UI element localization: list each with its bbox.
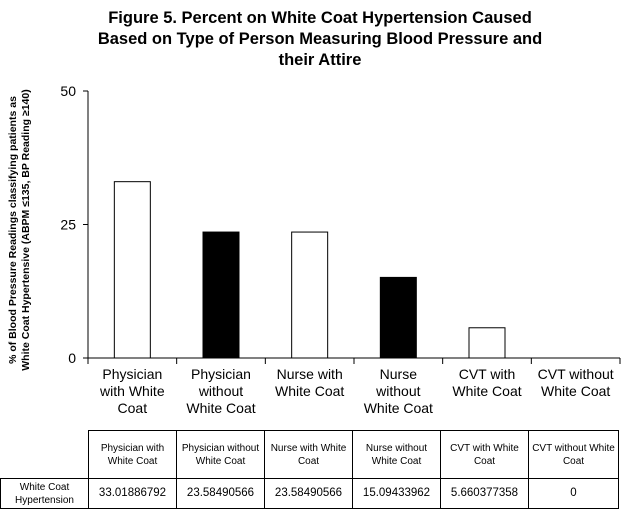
x-tick-label-line: CVT with [459,366,516,382]
x-tick-label: CVT with White Coat [452,366,521,399]
bar [291,231,329,359]
y-tick-label: 25 [60,217,76,233]
bar [113,181,151,359]
x-tick-label-line: Physician [191,366,251,382]
chart-title-line: their Attire [278,51,362,69]
table-cell: 23.58490566 [176,478,265,509]
x-tick-label-line: without [375,383,420,399]
x-tick-label-line: Nurse with [277,366,343,382]
x-tick-label-line: White Coat [364,400,433,416]
chart-title-line: Figure 5. Percent on White Coat Hyperten… [108,9,532,27]
table-header: CVT with White Coat [440,430,529,479]
table-header: Nurse with White Coat [264,430,353,479]
x-tick-label-line: White Coat [541,383,610,399]
table-cell: 0 [528,478,619,509]
x-tick-label: Physician with White Coat [99,366,165,416]
x-tick-label-line: White Coat [275,383,344,399]
table-header: Nurse without White Coat [352,430,441,479]
table-header: Physician without White Coat [176,430,265,479]
x-tick-label-line: Physician [102,366,162,382]
x-tick-label-line: CVT without [538,366,614,382]
table-header: CVT without White Coat [528,430,619,479]
x-tick-label: Physician without White Coat [186,366,255,416]
x-tick-label-line: White Coat [452,383,521,399]
x-tick-label-line: without [198,383,243,399]
y-tick-label: 50 [60,83,76,99]
bar [379,276,417,359]
x-tick-label-line: Coat [118,400,148,416]
x-tick-label: CVT without White Coat [538,366,614,399]
x-tick-label: Nurse without White Coat [364,366,433,416]
table-row: White Coat Hypertension 33.01886792 23.5… [0,478,619,509]
table-cell: 5.660377358 [440,478,529,509]
data-table: Physician with White Coat Physician with… [0,430,619,509]
table-cell: 23.58490566 [264,478,353,509]
chart-title: Figure 5. Percent on White Coat Hyperten… [40,8,600,71]
bar [202,231,240,359]
table-cell: 15.09433962 [352,478,441,509]
chart-title-line: Based on Type of Person Measuring Blood … [97,30,543,48]
table-header-row: Physician with White Coat Physician with… [0,430,619,479]
table-header: Physician with White Coat [88,430,177,479]
y-tick-label: 0 [68,350,76,366]
bar [468,327,506,359]
table-corner [0,430,89,479]
table-row-label: White Coat Hypertension [0,478,89,509]
x-tick-label-line: with White [99,383,165,399]
x-tick-label-line: Nurse [380,366,418,382]
table-cell: 33.01886792 [88,478,177,509]
x-tick-label: Nurse with White Coat [275,366,344,399]
x-tick-label-line: White Coat [186,400,255,416]
